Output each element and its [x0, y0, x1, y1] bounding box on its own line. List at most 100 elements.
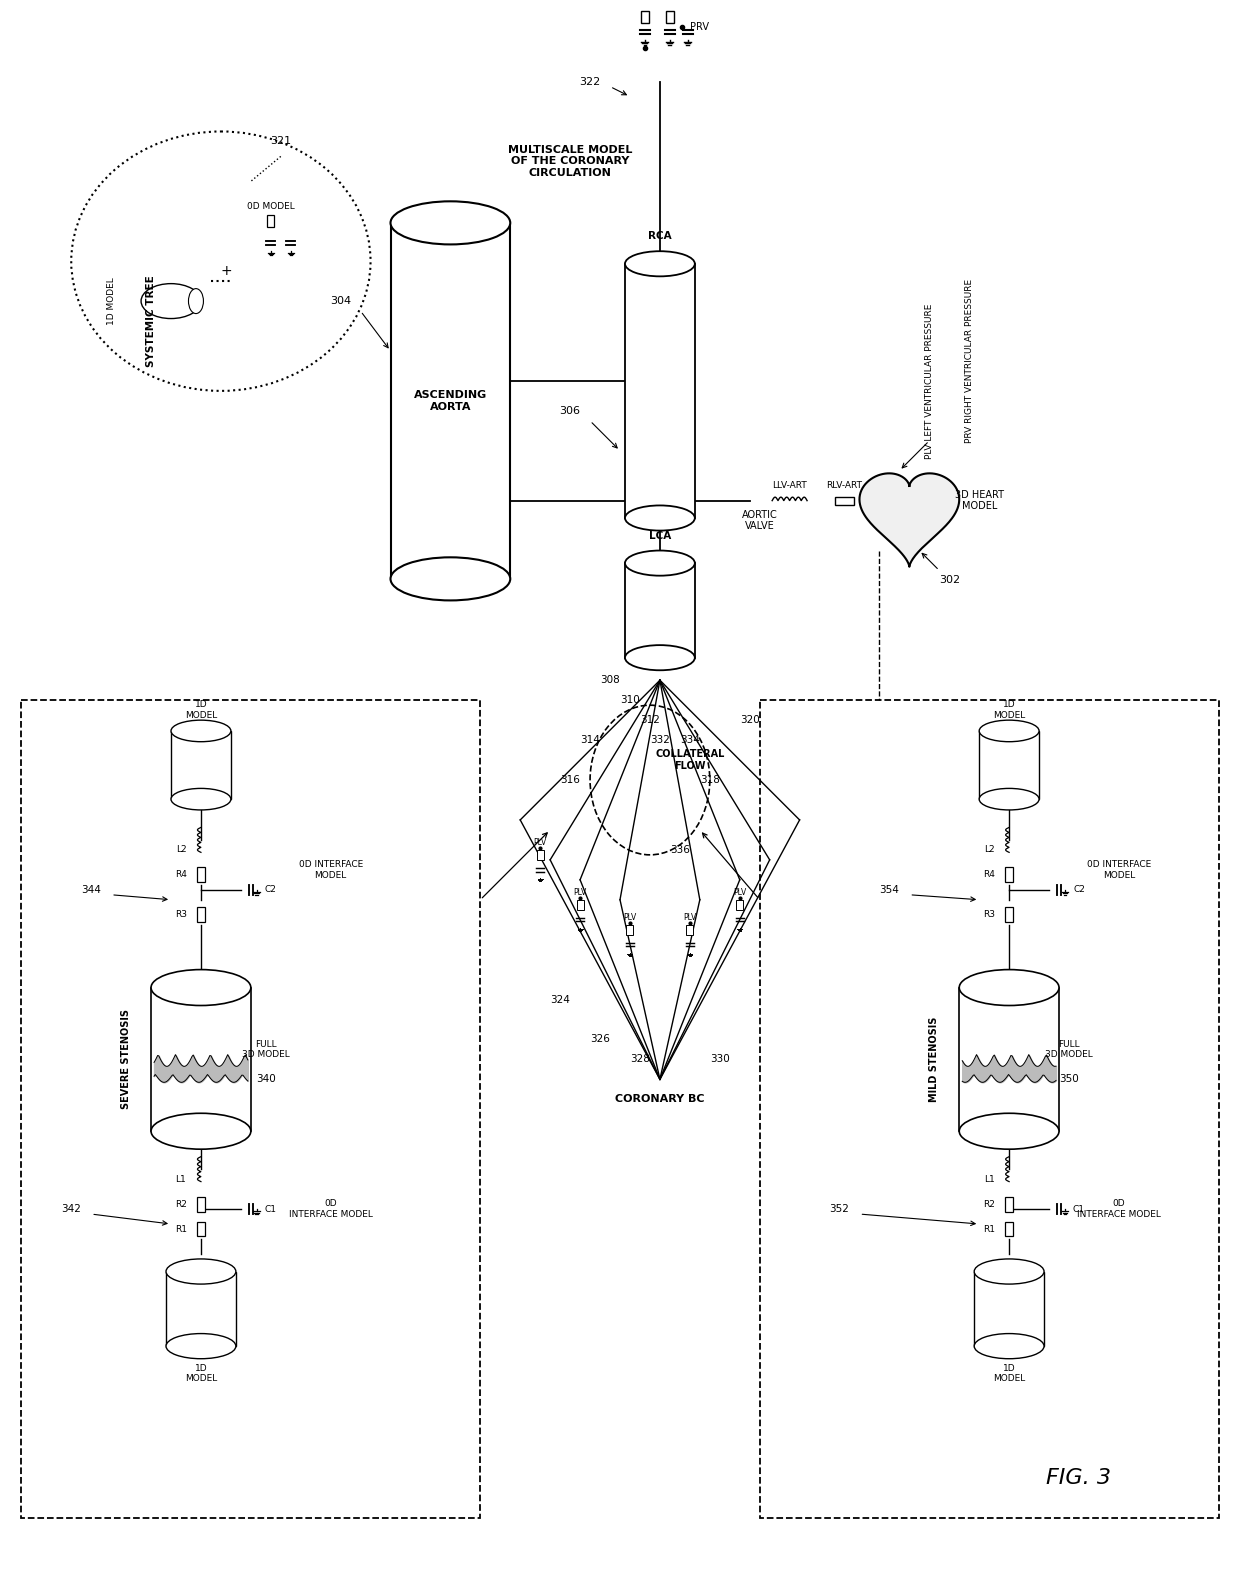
Text: PRV: PRV [691, 22, 709, 32]
Text: R1: R1 [983, 1224, 996, 1233]
Text: L1: L1 [176, 1175, 186, 1184]
Text: 1D MODEL: 1D MODEL [107, 277, 115, 324]
Ellipse shape [391, 558, 510, 600]
Text: R2: R2 [983, 1200, 996, 1208]
Text: 342: 342 [61, 1203, 81, 1214]
Text: R2: R2 [175, 1200, 187, 1208]
Text: +: + [219, 265, 232, 279]
Text: CORONARY BC: CORONARY BC [615, 1095, 704, 1104]
Text: LLV-ART: LLV-ART [773, 482, 807, 490]
Text: 1D
MODEL: 1D MODEL [185, 1364, 217, 1383]
Ellipse shape [151, 970, 250, 1005]
Bar [1006, 1222, 1013, 1236]
Text: 324: 324 [551, 994, 570, 1005]
Text: L2: L2 [983, 846, 994, 854]
Text: PLV: PLV [733, 888, 746, 898]
Bar [171, 731, 231, 799]
Ellipse shape [625, 250, 694, 276]
Text: R1: R1 [175, 1224, 187, 1233]
Ellipse shape [171, 789, 231, 810]
Text: 334: 334 [680, 736, 699, 745]
Ellipse shape [975, 1258, 1044, 1284]
Text: MILD STENOSIS: MILD STENOSIS [929, 1017, 939, 1102]
Ellipse shape [960, 970, 1059, 1005]
Bar [268, 216, 274, 227]
Ellipse shape [975, 1334, 1044, 1359]
Text: 302: 302 [939, 575, 960, 586]
Text: PRV RIGHT VENTRICULAR PRESSURE: PRV RIGHT VENTRICULAR PRESSURE [965, 279, 973, 443]
Bar [21, 701, 480, 1518]
Text: ASCENDING
AORTA: ASCENDING AORTA [414, 391, 487, 411]
Text: 328: 328 [630, 1054, 650, 1065]
Bar [760, 701, 1219, 1518]
Bar [625, 263, 694, 518]
Bar [197, 1197, 205, 1211]
Text: 321: 321 [270, 137, 291, 146]
Text: FIG. 3: FIG. 3 [1047, 1468, 1111, 1488]
Text: 326: 326 [590, 1035, 610, 1044]
Text: 1D
MODEL: 1D MODEL [993, 1364, 1025, 1383]
Text: R3: R3 [983, 910, 996, 920]
Text: 318: 318 [699, 775, 719, 784]
Text: 0D MODEL: 0D MODEL [247, 202, 295, 211]
Bar [577, 899, 584, 910]
Bar [151, 988, 250, 1131]
Text: 350: 350 [1059, 1074, 1079, 1084]
Text: 310: 310 [620, 695, 640, 706]
Bar [626, 925, 634, 934]
Bar [975, 1271, 1044, 1347]
Bar [687, 925, 693, 934]
Text: 0D INTERFACE
MODEL: 0D INTERFACE MODEL [299, 860, 363, 879]
Text: 0D
INTERFACE MODEL: 0D INTERFACE MODEL [1078, 1199, 1161, 1219]
Text: AORTIC
VALVE: AORTIC VALVE [742, 510, 777, 531]
Text: 314: 314 [580, 736, 600, 745]
Text: 1D
MODEL: 1D MODEL [185, 701, 217, 720]
Text: C2: C2 [265, 885, 277, 895]
Ellipse shape [960, 1114, 1059, 1150]
Bar [1006, 868, 1013, 882]
Polygon shape [859, 474, 960, 567]
Text: 332: 332 [650, 736, 670, 745]
Text: 0D
INTERFACE MODEL: 0D INTERFACE MODEL [289, 1199, 372, 1219]
Text: SYSTEMIC TREE: SYSTEMIC TREE [146, 276, 156, 367]
Ellipse shape [166, 1334, 236, 1359]
Text: 3D HEART
MODEL: 3D HEART MODEL [955, 490, 1003, 512]
Bar [197, 868, 205, 882]
Bar [737, 899, 743, 910]
Text: 336: 336 [670, 844, 689, 855]
Text: C1: C1 [265, 1205, 277, 1214]
Ellipse shape [980, 720, 1039, 742]
Text: 316: 316 [560, 775, 580, 784]
Bar [960, 988, 1059, 1131]
Bar [1006, 907, 1013, 923]
Bar [1006, 1197, 1013, 1211]
Bar [197, 1222, 205, 1236]
Text: 1D
MODEL: 1D MODEL [993, 701, 1025, 720]
Text: RLV-ART: RLV-ART [827, 482, 863, 490]
Text: 308: 308 [600, 676, 620, 685]
Text: 0D INTERFACE
MODEL: 0D INTERFACE MODEL [1086, 860, 1151, 879]
Text: PLV LEFT VENTRICULAR PRESSURE: PLV LEFT VENTRICULAR PRESSURE [925, 304, 934, 458]
Ellipse shape [171, 720, 231, 742]
Ellipse shape [980, 789, 1039, 810]
Text: PLV: PLV [533, 838, 547, 847]
Text: FULL
3D MODEL: FULL 3D MODEL [242, 1040, 290, 1058]
Text: C2: C2 [1073, 885, 1085, 895]
Text: PLV: PLV [573, 888, 587, 898]
Text: MULTISCALE MODEL
OF THE CORONARY
CIRCULATION: MULTISCALE MODEL OF THE CORONARY CIRCULA… [508, 145, 632, 178]
Text: 304: 304 [330, 296, 351, 306]
Text: FULL
3D MODEL: FULL 3D MODEL [1045, 1040, 1092, 1058]
Bar [391, 224, 510, 580]
Bar [166, 1271, 236, 1347]
Text: 352: 352 [830, 1203, 849, 1214]
Text: 322: 322 [579, 77, 600, 87]
Bar [537, 850, 543, 860]
Text: L1: L1 [983, 1175, 994, 1184]
Text: R4: R4 [175, 871, 187, 879]
Ellipse shape [391, 202, 510, 244]
Bar [835, 496, 854, 504]
Text: RCA: RCA [649, 232, 672, 241]
Ellipse shape [188, 288, 203, 313]
Text: R3: R3 [175, 910, 187, 920]
Bar [625, 564, 694, 658]
